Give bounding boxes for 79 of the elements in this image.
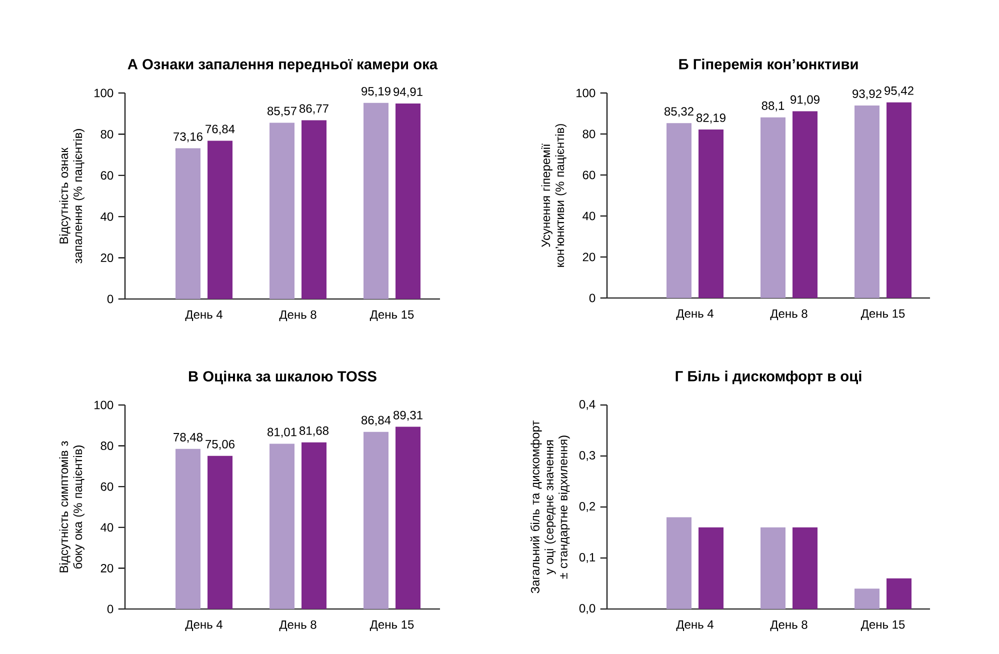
bar (396, 103, 421, 299)
bar (792, 527, 818, 609)
data-label: 88,1 (762, 101, 784, 112)
y-tick-label: 60 (582, 170, 596, 180)
y-tick-label: 0,0 (579, 604, 596, 614)
y-tick-label: 20 (100, 254, 114, 262)
bar (270, 122, 295, 299)
bar (208, 140, 233, 299)
x-tick-label: День 15 (860, 620, 905, 632)
bar (302, 442, 326, 609)
x-tick-label: День 4 (185, 310, 222, 322)
y-tick-label: 100 (576, 88, 596, 98)
bar (760, 527, 786, 609)
y-tick-label: 0,4 (579, 400, 596, 410)
x-tick-label: День 4 (676, 620, 714, 632)
data-label: 91,09 (790, 95, 820, 106)
y-axis-title: Відсутність симптомів з боку ока (% пацієнтів) (59, 441, 84, 572)
x-tick-label: День 8 (770, 309, 808, 320)
y-tick-label: 80 (100, 130, 114, 138)
data-label: 73,16 (174, 132, 202, 142)
y-tick-label: 0 (107, 294, 114, 304)
y-tick-label: 100 (94, 400, 114, 410)
x-tick-label: День 4 (185, 620, 222, 632)
chart-title: В Оцінка за шкалою TOSS (188, 370, 376, 384)
x-tick-label: День 15 (370, 310, 414, 322)
data-label: 85,57 (268, 106, 296, 117)
data-label: 85,32 (664, 107, 694, 118)
y-tick-label: 0 (589, 294, 596, 302)
x-tick-label: День 8 (279, 620, 316, 632)
bar (698, 527, 724, 609)
y-tick-label: 100 (94, 88, 114, 98)
chart-title: Б Гіперемія кон’юнктиви (679, 58, 858, 72)
y-tick-label: 80 (582, 130, 596, 138)
x-tick-label: День 15 (860, 309, 905, 320)
data-label: 81,01 (268, 428, 296, 438)
y-tick-label: 0,1 (579, 553, 596, 563)
bar (854, 588, 880, 609)
y-tick-label: 40 (100, 523, 114, 532)
data-label: 86,77 (300, 104, 328, 114)
data-label: 86,84 (362, 416, 391, 426)
y-tick-label: 40 (582, 212, 596, 220)
chart-title: А Ознаки запалення передньої камери ока (128, 59, 438, 72)
bar (396, 426, 421, 609)
y-tick-label: 0 (107, 604, 114, 614)
y-tick-label: 60 (100, 171, 114, 180)
bar (666, 517, 692, 609)
bar (302, 120, 326, 299)
data-label: 76,84 (206, 124, 235, 135)
x-tick-label: День 4 (676, 309, 714, 320)
data-label: 94,91 (394, 88, 422, 98)
data-label: 93,92 (852, 89, 882, 100)
bar (176, 148, 200, 299)
y-axis-title: Відсутність ознак запалення (% пацієнтів) (59, 129, 84, 264)
y-tick-label: 40 (100, 212, 114, 221)
x-tick-label: День 15 (370, 620, 414, 632)
x-tick-label: День 8 (279, 310, 316, 322)
bar (364, 432, 389, 609)
data-label: 75,06 (206, 440, 234, 450)
bar (886, 578, 912, 609)
x-tick-label: День 8 (770, 620, 808, 632)
data-label: 78,48 (174, 432, 202, 443)
data-label: 89,31 (394, 410, 422, 421)
bar (176, 448, 200, 609)
chart-title: Г Біль і дискомфорт в оці (676, 370, 862, 384)
y-tick-label: 20 (582, 252, 596, 262)
data-label: 95,42 (884, 86, 914, 96)
data-label: 81,68 (300, 426, 328, 436)
y-tick-label: 0,3 (579, 451, 596, 461)
data-label: 82,19 (696, 114, 726, 124)
y-axis-title: Загальний біль та дискомфорт у оці (середнє значення ± стандартне відхилення) (530, 420, 570, 594)
y-tick-label: 0,2 (579, 502, 596, 512)
y-tick-label: 60 (100, 482, 114, 491)
bar (270, 444, 295, 609)
bar (364, 102, 389, 299)
y-tick-label: 20 (100, 564, 114, 572)
bar (208, 456, 233, 609)
data-label: 95,19 (362, 86, 390, 97)
y-tick-label: 80 (100, 442, 114, 450)
y-axis-title: Усунення гіперемії кон’юнктиви (% пацієнтів) (541, 124, 566, 267)
